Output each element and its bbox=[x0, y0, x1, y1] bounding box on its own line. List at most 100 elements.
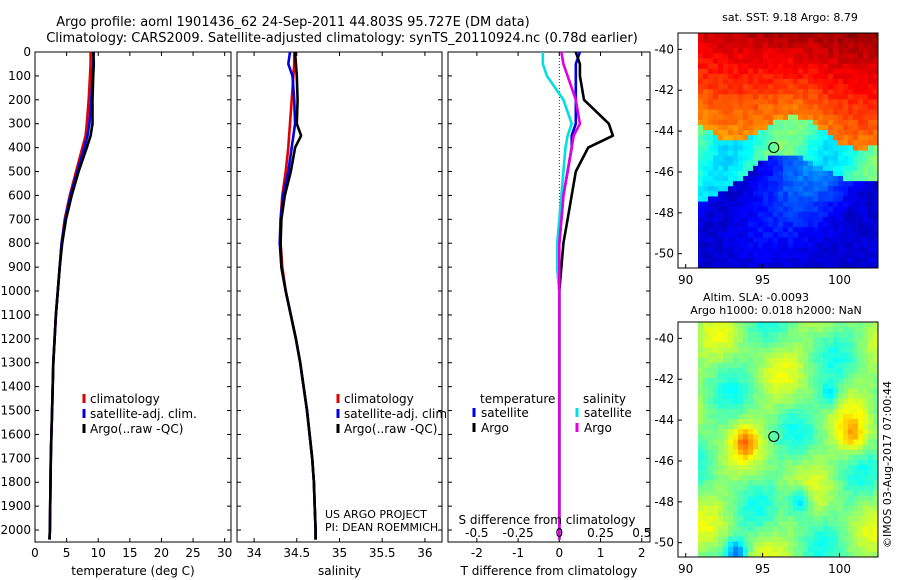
field-cell bbox=[793, 378, 799, 384]
field-cell bbox=[718, 232, 724, 238]
field-cell bbox=[853, 222, 859, 228]
field-cell bbox=[733, 352, 739, 359]
field-cell bbox=[823, 216, 829, 223]
field-cell bbox=[753, 408, 759, 415]
field-cell bbox=[723, 247, 729, 254]
field-cell bbox=[833, 262, 839, 269]
field-cell bbox=[748, 408, 754, 415]
y-tick-label: 1900 bbox=[0, 499, 31, 513]
field-cell bbox=[783, 490, 789, 497]
field-cell bbox=[698, 373, 704, 379]
field-cell bbox=[783, 322, 789, 328]
field-cell bbox=[793, 495, 799, 502]
field-cell bbox=[738, 429, 744, 435]
field-cell bbox=[748, 470, 754, 476]
field-cell bbox=[833, 490, 839, 497]
field-cell bbox=[848, 109, 854, 116]
field-cell bbox=[738, 342, 744, 348]
field-cell bbox=[833, 257, 839, 264]
field-cell bbox=[763, 78, 769, 85]
field-cell bbox=[808, 89, 814, 95]
field-cell bbox=[788, 337, 794, 343]
field-cell bbox=[838, 196, 844, 202]
field-cell bbox=[853, 495, 859, 502]
field-cell bbox=[738, 434, 744, 440]
field-cell bbox=[733, 232, 739, 238]
field-cell bbox=[783, 130, 789, 136]
field-cell bbox=[808, 247, 814, 254]
field-cell bbox=[868, 521, 874, 527]
field-cell bbox=[743, 459, 749, 466]
field-cell bbox=[793, 130, 799, 136]
field-cell bbox=[818, 33, 824, 39]
field-cell bbox=[713, 531, 719, 537]
field-cell bbox=[723, 68, 729, 75]
field-cell bbox=[803, 124, 809, 131]
field-cell bbox=[738, 109, 744, 116]
field-cell bbox=[843, 78, 849, 85]
field-cell bbox=[713, 73, 719, 80]
field-cell bbox=[698, 337, 704, 343]
field-cell bbox=[793, 63, 799, 70]
field-cell bbox=[828, 393, 834, 400]
field-cell bbox=[863, 322, 869, 328]
field-cell bbox=[778, 191, 784, 197]
field-cell bbox=[793, 33, 799, 39]
field-cell bbox=[803, 140, 809, 146]
field-cell bbox=[848, 362, 854, 369]
field-cell bbox=[803, 206, 809, 213]
field-cell bbox=[803, 551, 809, 558]
field-cell bbox=[803, 227, 809, 233]
field-cell bbox=[813, 403, 819, 410]
field-cell bbox=[763, 434, 769, 440]
field-cell bbox=[703, 495, 709, 502]
field-cell bbox=[853, 459, 859, 466]
field-cell bbox=[873, 43, 879, 49]
field-cell bbox=[853, 48, 859, 54]
field-cell bbox=[723, 362, 729, 369]
field-cell bbox=[833, 94, 839, 100]
field-cell bbox=[868, 439, 874, 446]
field-cell bbox=[698, 419, 704, 425]
field-cell bbox=[863, 170, 869, 177]
field-cell bbox=[698, 526, 704, 532]
field-cell bbox=[713, 434, 719, 440]
field-cell bbox=[698, 327, 704, 333]
field-cell bbox=[873, 257, 879, 264]
field-cell bbox=[798, 454, 804, 461]
field-cell bbox=[733, 216, 739, 223]
field-cell bbox=[783, 78, 789, 85]
field-cell bbox=[838, 38, 844, 44]
field-cell bbox=[808, 541, 814, 548]
field-cell bbox=[738, 337, 744, 343]
field-cell bbox=[813, 352, 819, 359]
field-cell bbox=[868, 352, 874, 359]
field-cell bbox=[848, 165, 854, 172]
field-cell bbox=[783, 140, 789, 146]
field-cell bbox=[868, 109, 874, 116]
field-cell bbox=[708, 526, 714, 532]
field-cell bbox=[813, 222, 819, 228]
field-cell bbox=[733, 342, 739, 348]
field-cell bbox=[803, 191, 809, 197]
field-cell bbox=[818, 247, 824, 254]
field-cell bbox=[708, 145, 714, 151]
field-cell bbox=[783, 237, 789, 243]
field-cell bbox=[848, 89, 854, 95]
field-cell bbox=[703, 393, 709, 400]
field-cell bbox=[703, 227, 709, 233]
field-cell bbox=[713, 546, 719, 553]
field-cell bbox=[868, 99, 874, 105]
field-cell bbox=[733, 490, 739, 497]
field-cell bbox=[843, 222, 849, 228]
field-cell bbox=[738, 541, 744, 548]
field-cell bbox=[793, 322, 799, 328]
field-cell bbox=[713, 222, 719, 228]
field-cell bbox=[788, 48, 794, 54]
field-cell bbox=[728, 434, 734, 440]
field-cell bbox=[713, 160, 719, 167]
field-cell bbox=[798, 352, 804, 359]
field-cell bbox=[758, 521, 764, 527]
field-cell bbox=[853, 383, 859, 389]
